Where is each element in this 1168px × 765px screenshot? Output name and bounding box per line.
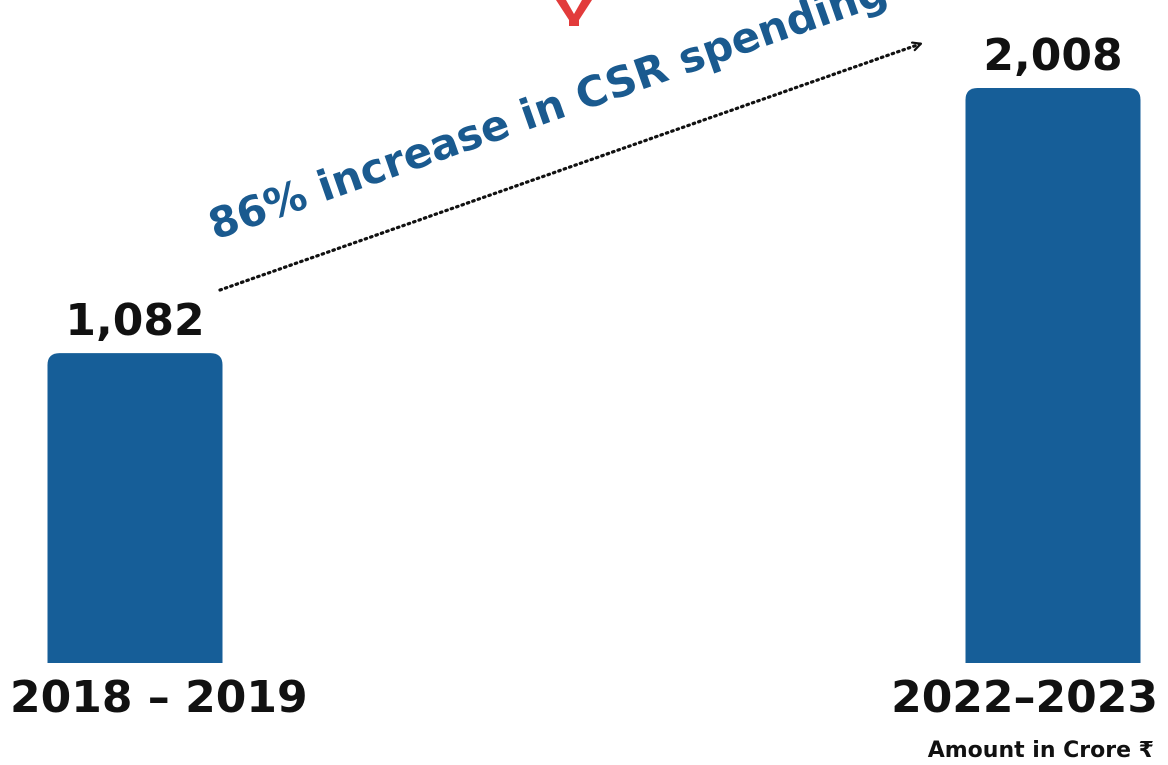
increase-annotation: 86% increase in CSR spending: [202, 0, 893, 249]
increase-arrow: [218, 44, 920, 292]
title-fragment: [556, 0, 592, 26]
value-label-0: 1,082: [65, 295, 204, 346]
category-label-1: 2022–2023: [891, 672, 1158, 723]
category-label-0: 2018 – 2019: [10, 672, 308, 723]
bar-1: [965, 88, 1141, 663]
value-label-1: 2,008: [983, 30, 1122, 81]
bar-0: [47, 353, 223, 663]
unit-note: Amount in Crore ₹: [928, 738, 1154, 763]
